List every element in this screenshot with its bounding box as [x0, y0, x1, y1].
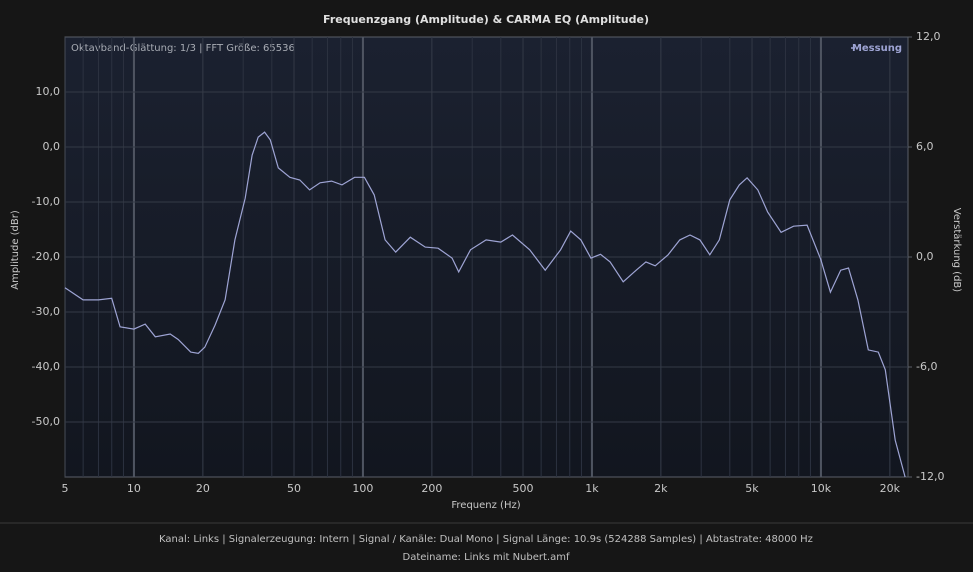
- y-tick-label: -30,0: [32, 305, 60, 318]
- footer-line: Kanal: Links | Signalerzeugung: Intern |…: [159, 534, 813, 545]
- x-tick-label: 1k: [585, 482, 599, 495]
- x-tick-label: 20: [196, 482, 210, 495]
- y-tick-label: -50,0: [32, 415, 60, 428]
- y2-axis-label: Verstärkung (dB): [951, 208, 962, 292]
- x-tick-label: 5k: [745, 482, 759, 495]
- y-tick-label: -10,0: [32, 195, 60, 208]
- footer-line: Dateiname: Links mit Nubert.amf: [403, 552, 570, 563]
- x-tick-label: 20k: [880, 482, 901, 495]
- x-tick-label: 500: [512, 482, 533, 495]
- x-tick-label: 50: [287, 482, 301, 495]
- y2-tick-label: 0,0: [916, 250, 934, 263]
- x-tick-label: 10: [127, 482, 141, 495]
- y-axis-label: Amplitude (dBr): [10, 210, 21, 290]
- x-tick-label: 200: [421, 482, 442, 495]
- y2-tick-label: 6,0: [916, 140, 934, 153]
- legend-label: Messung: [852, 43, 902, 54]
- y2-tick-label: 12,0: [916, 30, 941, 43]
- annotation: Oktavband-Glättung: 1/3 | FFT Größe: 655…: [71, 43, 295, 54]
- y2-tick-label: -12,0: [916, 470, 944, 483]
- x-tick-label: 5: [62, 482, 69, 495]
- data-line: [64, 131, 906, 478]
- x-axis-label: Frequenz (Hz): [451, 500, 520, 511]
- y-tick-label: -40,0: [32, 360, 60, 373]
- x-tick-label: 2k: [654, 482, 668, 495]
- y-tick-label: -20,0: [32, 250, 60, 263]
- y2-tick-label: -6,0: [916, 360, 937, 373]
- x-tick-label: 10k: [811, 482, 832, 495]
- y-tick-label: 0,0: [43, 140, 61, 153]
- chart-title: Frequenzgang (Amplitude) & CARMA EQ (Amp…: [323, 13, 649, 26]
- x-tick-label: 100: [352, 482, 373, 495]
- y-tick-label: 10,0: [36, 85, 61, 98]
